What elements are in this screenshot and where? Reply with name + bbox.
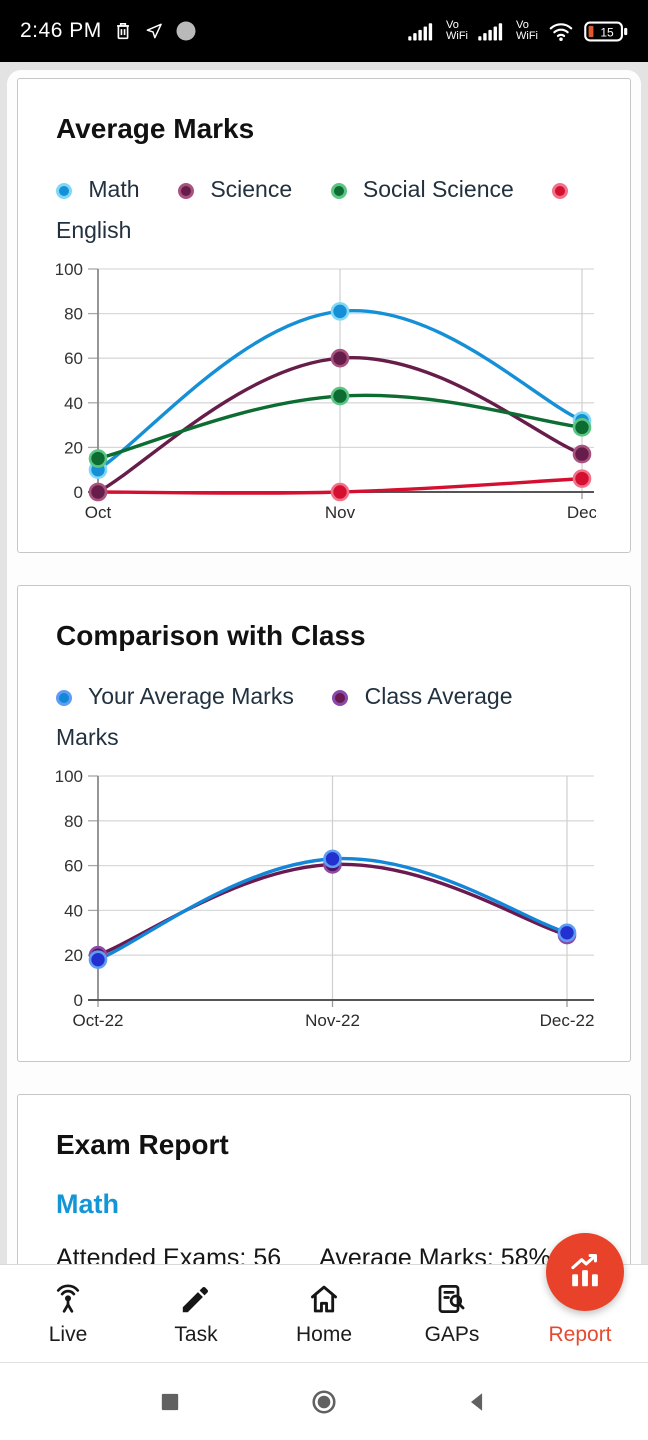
legend-label[interactable]: Class Average Marks xyxy=(56,683,513,750)
signal-bars-icon xyxy=(478,22,506,41)
average-marks-card: Average Marks Math Science Social Scienc… xyxy=(17,78,631,553)
send-arrow-icon xyxy=(144,21,164,41)
svg-text:Nov: Nov xyxy=(325,503,356,522)
report-fab[interactable] xyxy=(546,1233,624,1311)
nav-label: GAPs xyxy=(424,1322,480,1346)
svg-text:0: 0 xyxy=(74,991,83,1010)
card-title: Comparison with Class xyxy=(56,620,366,651)
legend-label[interactable]: Your Average Marks xyxy=(87,683,294,709)
gaps-search-icon xyxy=(434,1281,470,1317)
content-background: Average Marks Math Science Social Scienc… xyxy=(0,62,648,1440)
svg-text:Dec: Dec xyxy=(567,503,596,522)
svg-text:Oct-22: Oct-22 xyxy=(72,1011,123,1030)
nav-item-report[interactable]: Report xyxy=(525,1281,635,1347)
live-icon xyxy=(50,1281,86,1317)
legend-label[interactable]: Science xyxy=(210,176,293,202)
signal-bars-icon xyxy=(408,22,436,41)
legend-dot xyxy=(177,183,194,199)
comparison-card: Comparison with Class Your Average Marks… xyxy=(17,585,631,1062)
svg-text:100: 100 xyxy=(56,767,83,786)
android-nav xyxy=(0,1362,648,1440)
nav-label: Live xyxy=(48,1322,88,1346)
legend-dot xyxy=(56,183,72,199)
svg-text:20: 20 xyxy=(64,946,83,965)
svg-text:100: 100 xyxy=(56,260,83,279)
svg-text:40: 40 xyxy=(64,394,83,413)
recents-square-icon[interactable] xyxy=(156,1388,184,1416)
svg-text:Nov-22: Nov-22 xyxy=(305,1011,360,1030)
wifi-icon xyxy=(548,21,574,42)
chart-legend: Math Science Social Science English xyxy=(56,169,596,251)
svg-text:Oct: Oct xyxy=(85,503,112,522)
legend-dot xyxy=(552,183,569,199)
home-icon xyxy=(306,1281,342,1317)
svg-text:20: 20 xyxy=(64,438,83,457)
svg-text:0: 0 xyxy=(74,483,83,502)
legend-label[interactable]: Math xyxy=(88,176,140,202)
svg-text:15: 15 xyxy=(600,25,614,39)
svg-text:80: 80 xyxy=(64,305,83,324)
report-chart-icon xyxy=(563,1250,607,1294)
nav-label: Home xyxy=(295,1322,353,1346)
comparison-chart: 0 20 40 60 80 100 Oct-22 Nov-22 Dec-22 xyxy=(55,764,595,1037)
card-title: Average Marks xyxy=(56,113,255,144)
carrier-vowifi-1: Vo WiFi xyxy=(446,19,468,42)
svg-text:40: 40 xyxy=(64,901,83,920)
legend-dot xyxy=(332,690,349,706)
battery-icon: 15 xyxy=(584,21,628,42)
bottom-nav: Live Task Home GAPs Report xyxy=(0,1264,648,1362)
nav-label: Task xyxy=(174,1322,218,1346)
legend-dot xyxy=(330,183,347,199)
nav-label: Report xyxy=(548,1322,612,1346)
home-circle-icon[interactable] xyxy=(310,1388,338,1416)
card-title: Exam Report xyxy=(56,1129,229,1160)
carrier-vowifi-2: Vo WiFi xyxy=(516,19,538,42)
back-triangle-icon[interactable] xyxy=(464,1388,492,1416)
status-bar: 2:46 PM Vo WiFi Vo WiFi xyxy=(0,0,648,62)
svg-text:60: 60 xyxy=(64,349,83,368)
nav-item-home[interactable]: Home xyxy=(269,1281,379,1347)
nav-item-live[interactable]: Live xyxy=(13,1281,123,1347)
content-scroll[interactable]: Average Marks Math Science Social Scienc… xyxy=(7,70,641,1440)
legend-label[interactable]: English xyxy=(56,217,132,243)
legend-dot xyxy=(56,690,72,706)
chart-legend: Your Average Marks Class Average Marks xyxy=(56,676,596,758)
legend-label[interactable]: Social Science xyxy=(362,176,514,202)
nav-item-gaps[interactable]: GAPs xyxy=(397,1281,507,1347)
task-pencil-icon xyxy=(178,1281,214,1317)
notification-dot xyxy=(174,19,198,43)
trash-icon xyxy=(112,20,134,42)
status-time: 2:46 PM xyxy=(20,19,102,42)
nav-item-task[interactable]: Task xyxy=(141,1281,251,1347)
svg-text:80: 80 xyxy=(64,812,83,831)
svg-text:Dec-22: Dec-22 xyxy=(540,1011,595,1030)
average-marks-chart: 0 20 40 60 80 100 Oct Nov Dec xyxy=(55,257,598,528)
svg-text:60: 60 xyxy=(64,857,83,876)
exam-subject: Math xyxy=(56,1189,119,1219)
